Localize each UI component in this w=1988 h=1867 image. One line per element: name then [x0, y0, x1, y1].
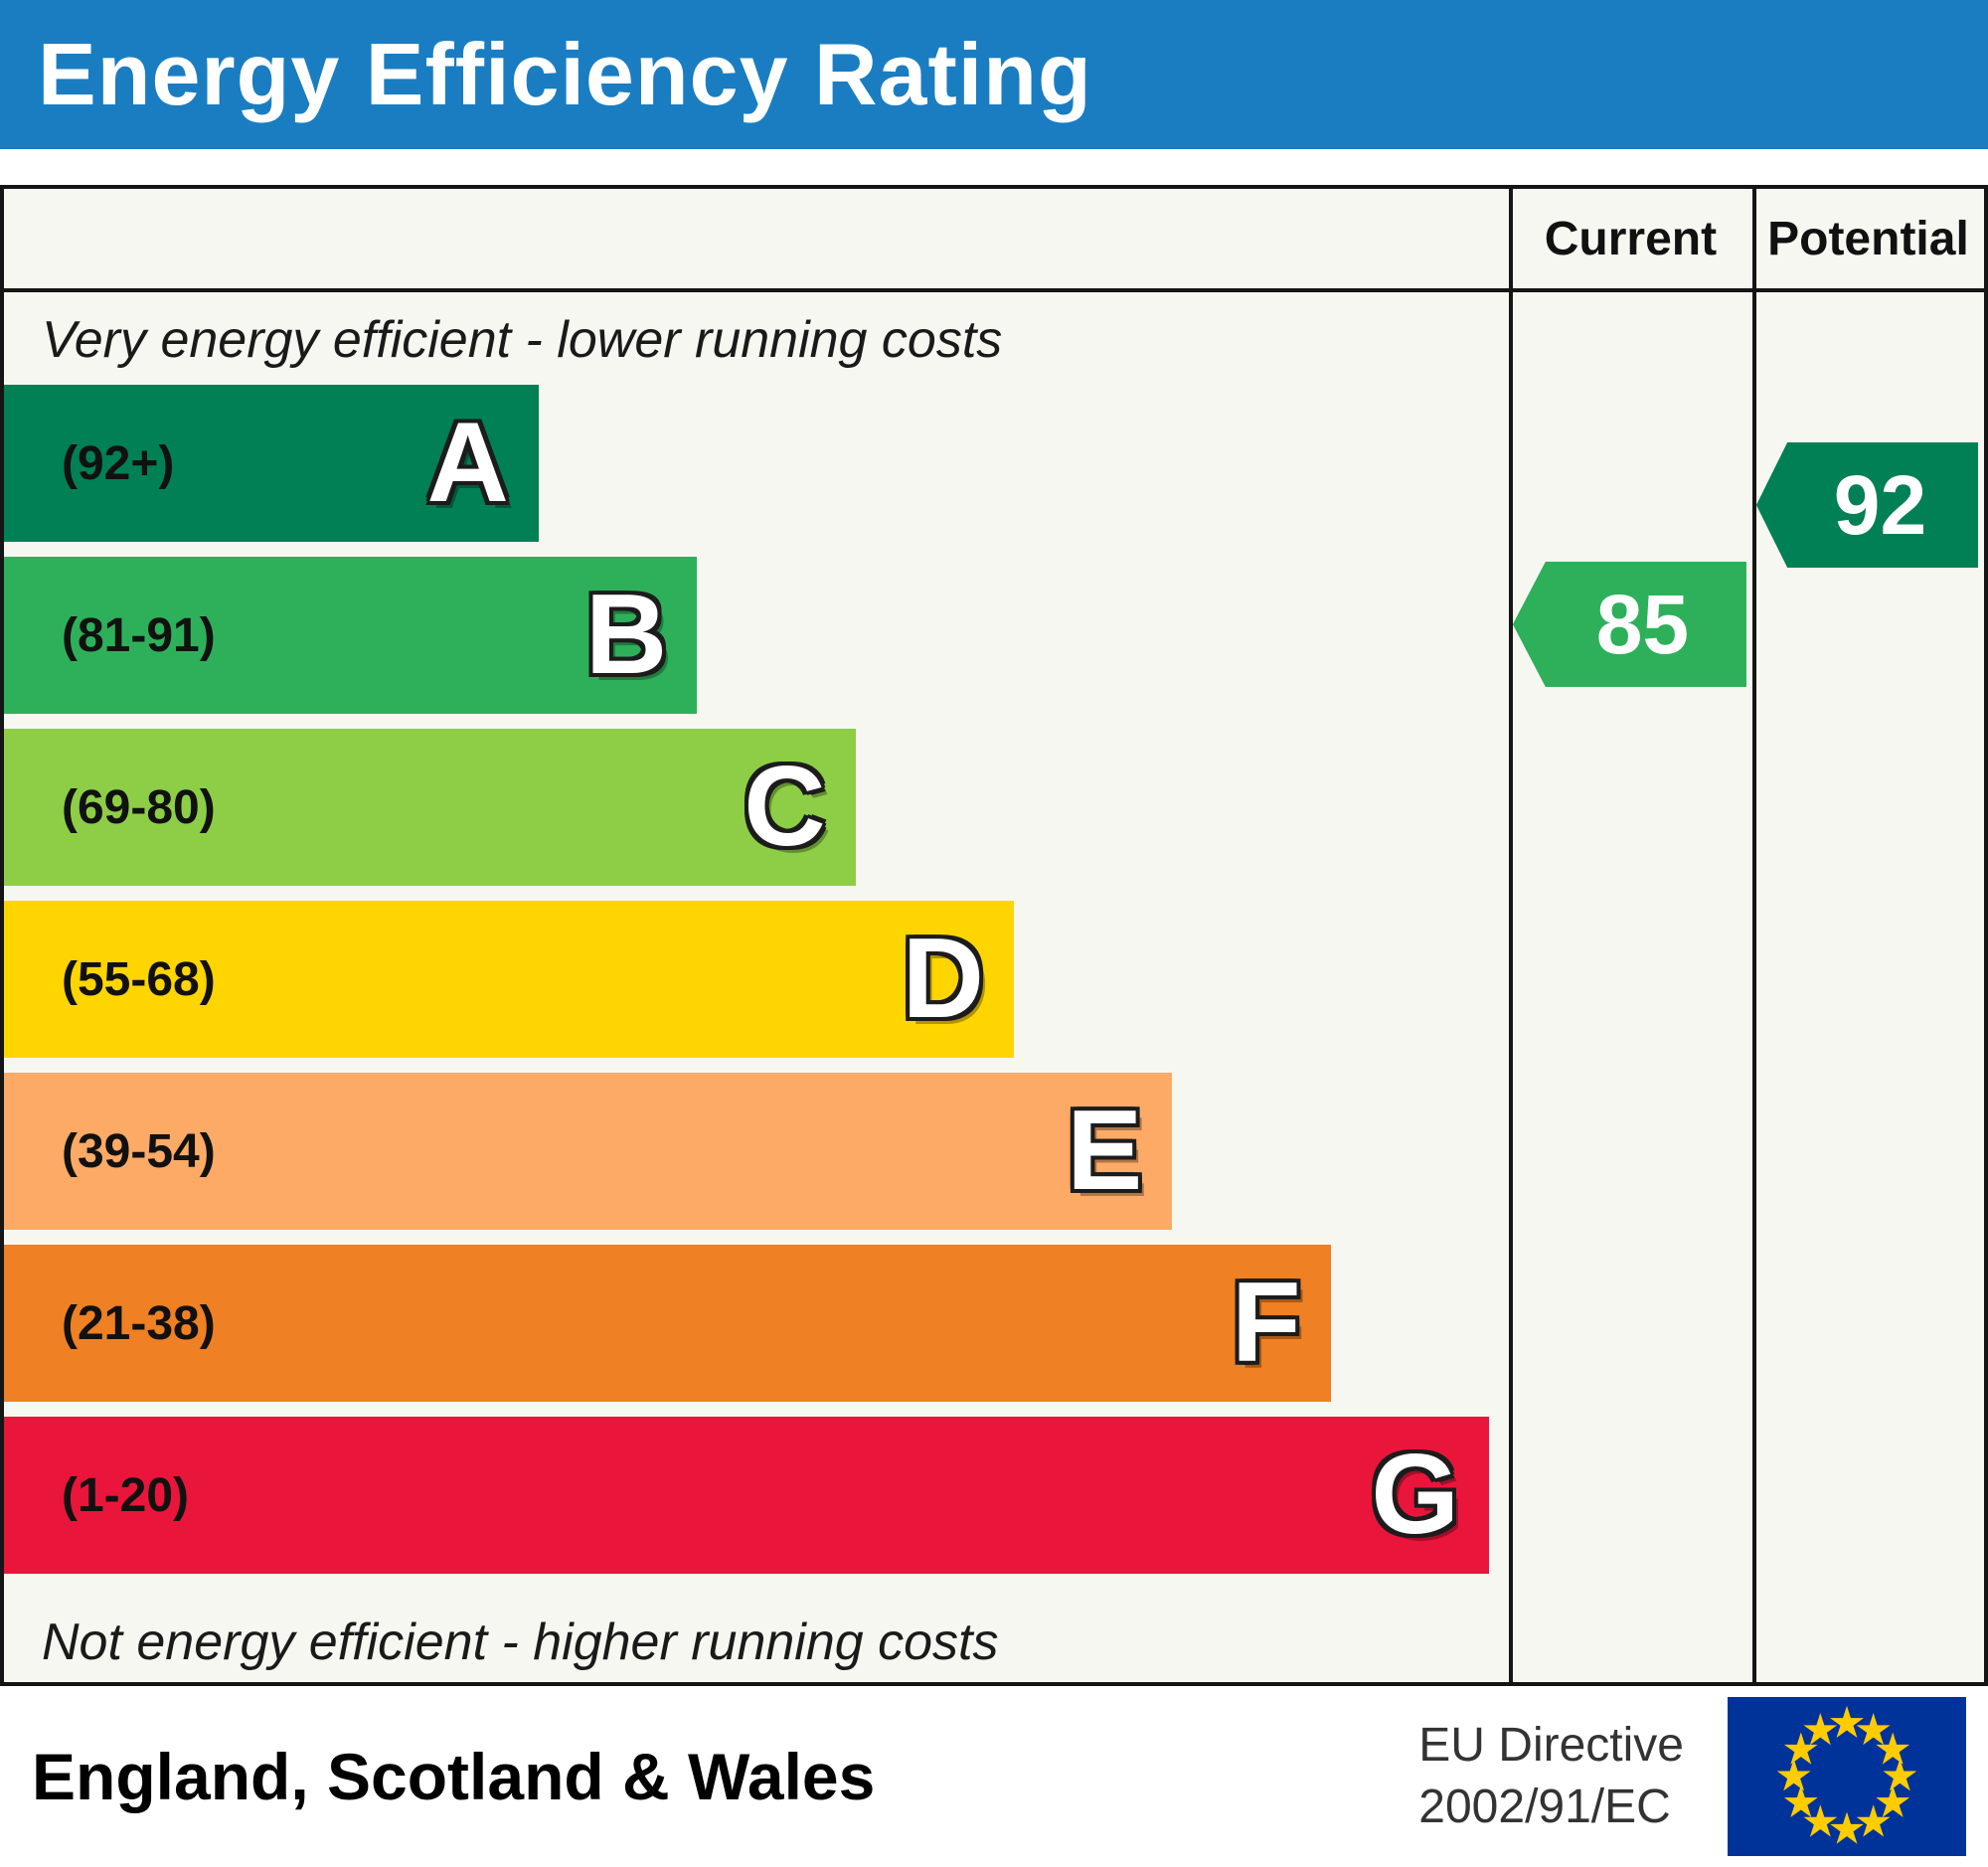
footer: England, Scotland & Wales EU Directive 2…	[0, 1686, 1988, 1867]
header-divider-line	[4, 288, 1984, 292]
band-bar-g: (1-20) G	[4, 1417, 1489, 1575]
band-letter-d: D	[902, 916, 984, 1043]
eu-directive-line1: EU Directive	[1418, 1718, 1684, 1772]
band-bar-f: (21-38) F	[4, 1245, 1331, 1403]
band-range-a: (92+)	[62, 436, 175, 490]
band-bar-b: (81-91) B	[4, 557, 698, 715]
band-range-d: (55-68)	[62, 952, 216, 1006]
band-bar-d: (55-68) D	[4, 901, 1014, 1059]
eu-directive-line2: 2002/91/EC	[1418, 1781, 1671, 1833]
band-range-g: (1-20)	[62, 1468, 190, 1522]
potential-column-divider	[1751, 189, 1756, 1682]
title-banner: Energy Efficiency Rating	[0, 0, 1988, 149]
band-range-e: (39-54)	[62, 1124, 216, 1178]
eu-directive-label: EU Directive 2002/91/EC	[1418, 1715, 1684, 1839]
band-bar-c: (69-80) C	[4, 729, 856, 887]
bottom-note: Not energy efficient - higher running co…	[42, 1613, 999, 1672]
band-range-f: (21-38)	[62, 1296, 216, 1350]
band-letter-g: G	[1371, 1432, 1459, 1559]
band-bar-e: (39-54) E	[4, 1073, 1173, 1231]
band-range-b: (81-91)	[62, 608, 216, 662]
eu-flag-wrap	[1722, 1697, 1972, 1856]
potential-column-header: Potential	[1767, 212, 1969, 265]
band-letter-c: C	[744, 744, 826, 871]
top-note: Very energy efficient - lower running co…	[42, 311, 1003, 369]
eu-flag-icon	[1728, 1697, 1966, 1856]
current-rating-arrow: 85	[1512, 562, 1746, 687]
band-letter-b: B	[584, 572, 668, 699]
rating-bands: (92+) A (81-91) B (69-80) C (55-68) D (3…	[4, 385, 1984, 1575]
epc-chart: Current Potential Very energy efficient …	[0, 185, 1988, 1686]
current-column-divider	[1508, 189, 1513, 1682]
band-range-c: (69-80)	[62, 780, 216, 834]
region-label: England, Scotland & Wales	[32, 1740, 876, 1813]
current-column-header: Current	[1544, 212, 1718, 265]
chart-body: Very energy efficient - lower running co…	[4, 292, 1984, 1682]
band-letter-e: E	[1067, 1088, 1143, 1215]
potential-rating-arrow: 92	[1755, 442, 1979, 568]
band-letter-f: F	[1231, 1260, 1301, 1387]
band-letter-a: A	[426, 400, 509, 527]
band-bar-a: (92+) A	[4, 385, 539, 543]
page-title: Energy Efficiency Rating	[38, 25, 1092, 123]
